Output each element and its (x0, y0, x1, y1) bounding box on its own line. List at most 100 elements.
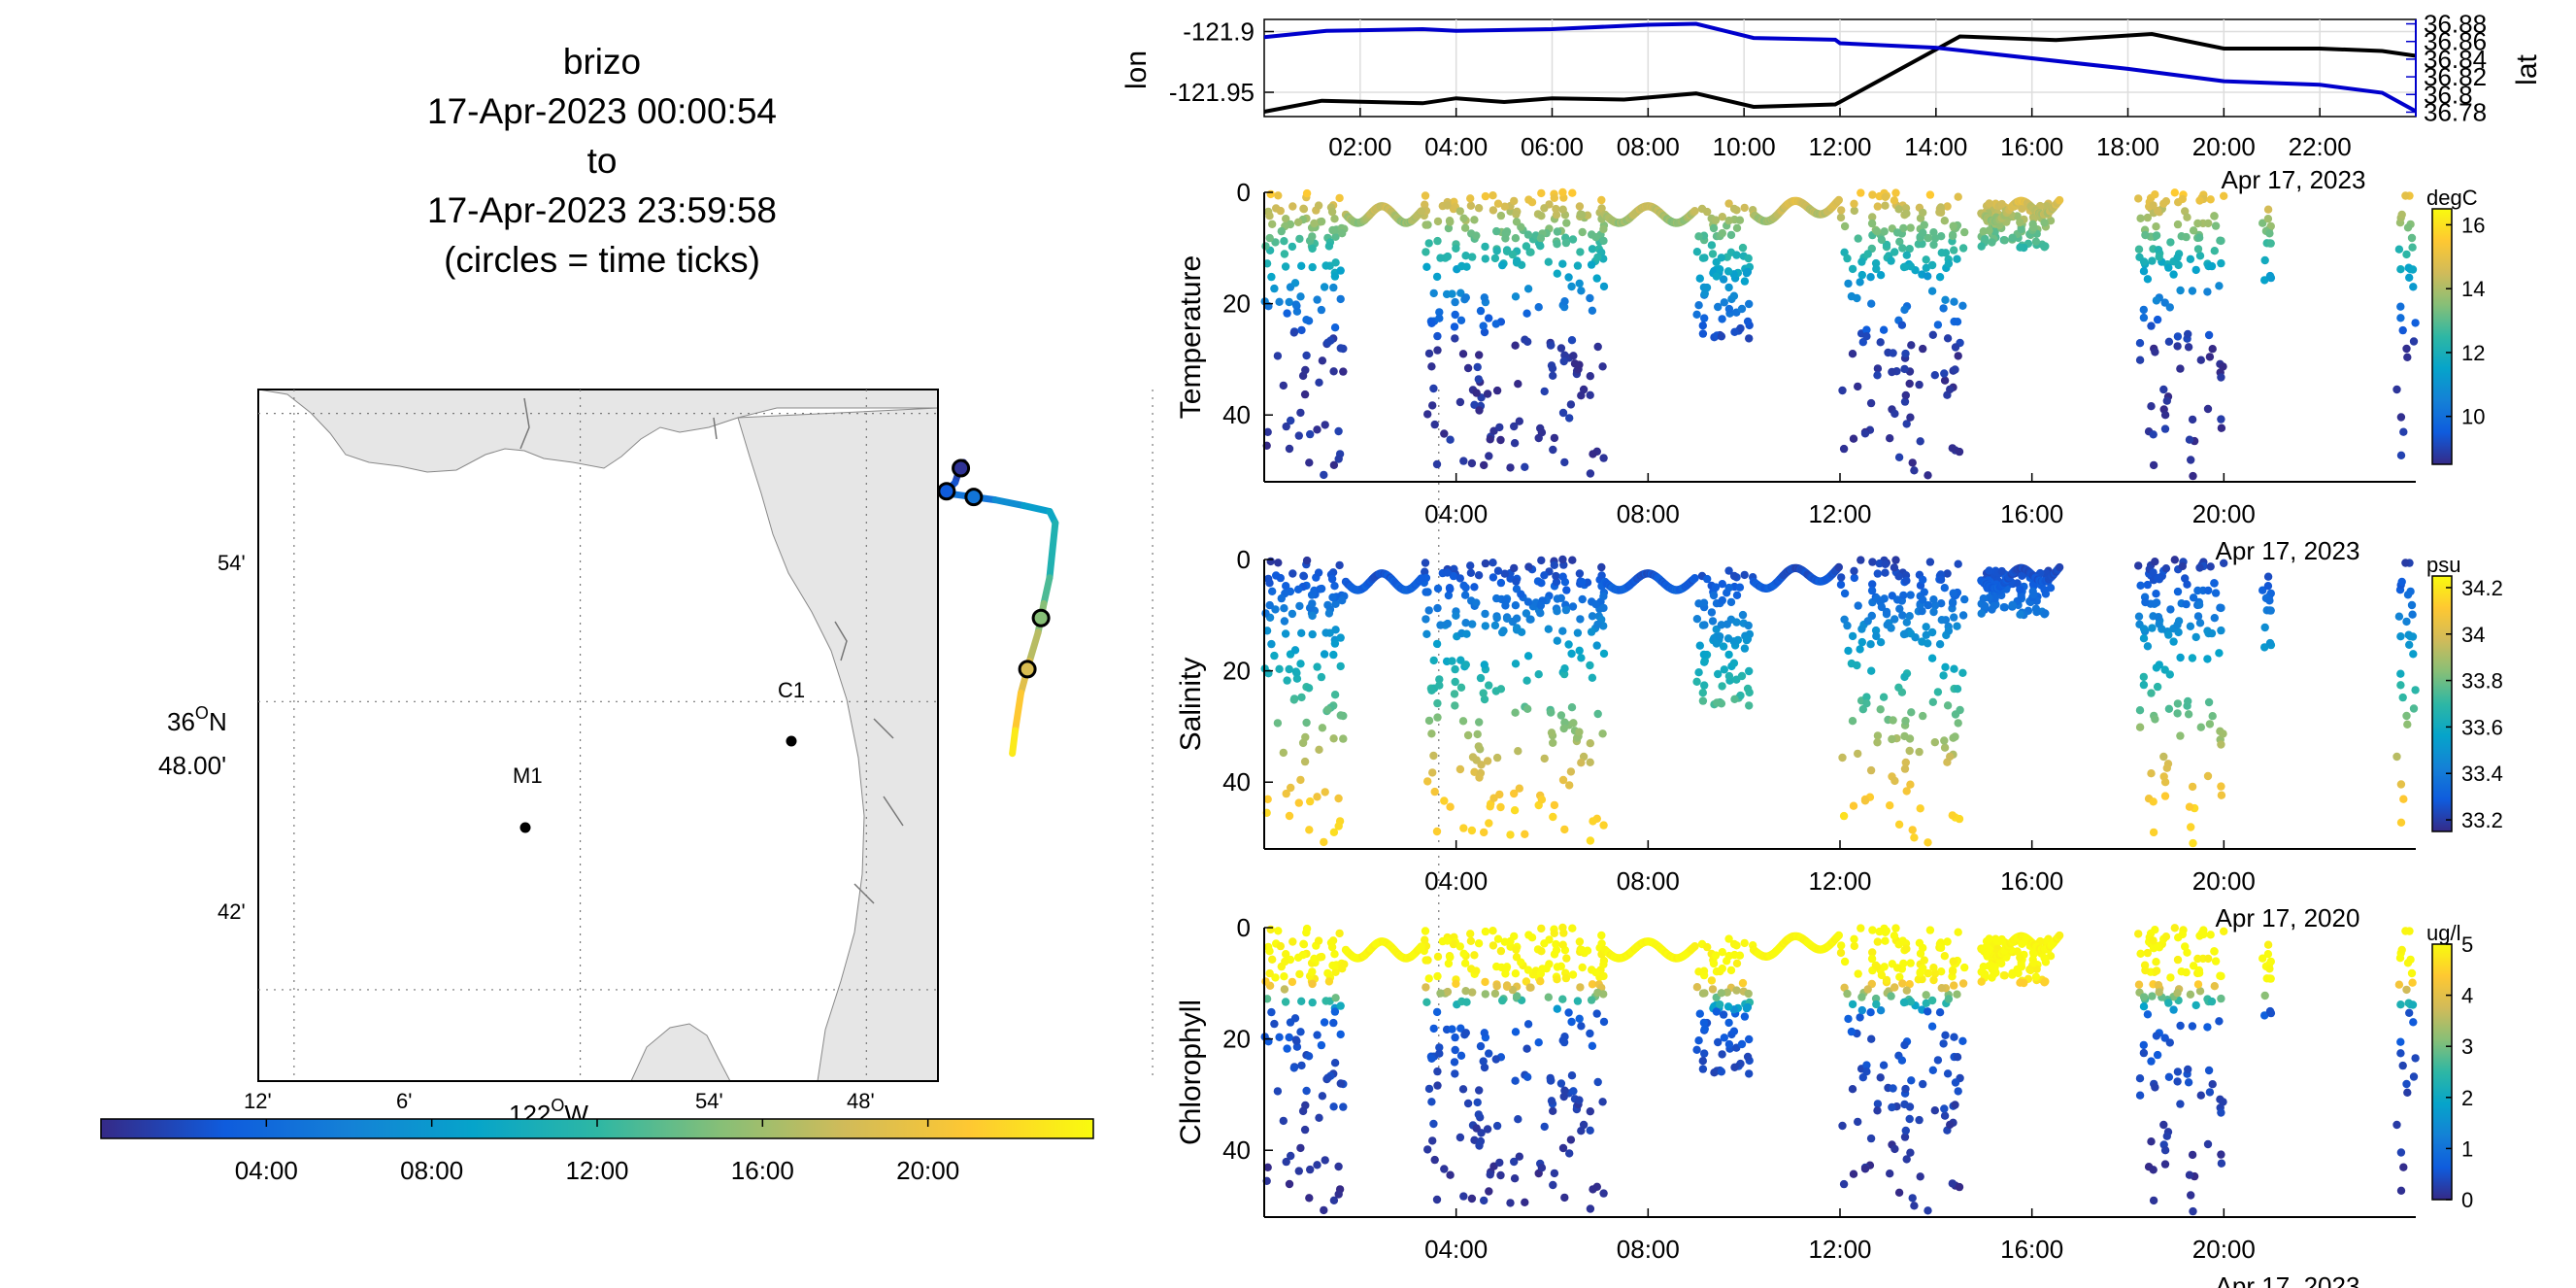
temperature-point (2408, 243, 2417, 252)
temperature-point (1500, 202, 1510, 211)
temperature-point (1558, 259, 1567, 268)
chlorophyll-point (1423, 1145, 1432, 1154)
temperature-point (1313, 425, 1321, 434)
lonlat-xtick-label: 08:00 (1617, 132, 1680, 161)
station-m1-marker (519, 822, 531, 833)
temperature-point (1288, 242, 1297, 252)
salinity-point (1422, 615, 1430, 624)
salinity-point (1985, 566, 1993, 575)
temperature-point (1723, 267, 1733, 276)
salinity-point (1424, 716, 1434, 726)
chlorophyll-point (1954, 928, 1962, 936)
chlorophyll-point (1867, 1034, 1876, 1043)
salinity-point (2188, 654, 2197, 662)
chlorophyll-point (1493, 934, 1503, 943)
lonlat-xtick-label: 16:00 (2000, 132, 2063, 161)
map-frame (257, 389, 939, 1082)
salinity-point (1940, 584, 1950, 593)
temperature-point (1266, 189, 1275, 199)
temperature-point (2210, 212, 2219, 220)
temperature-point (1339, 367, 1348, 376)
chlorophyll-point (2000, 971, 2009, 980)
temperature-point (2403, 223, 2413, 232)
temperature-point (1474, 204, 1484, 213)
temperature-point (1514, 380, 1522, 389)
salinity-point (1276, 573, 1286, 583)
salinity-point (1302, 718, 1311, 728)
temperature-point (1427, 362, 1436, 371)
chlorophyll-point (1474, 1110, 1484, 1119)
salinity-point (2148, 624, 2157, 632)
chlorophyll-point (1550, 929, 1559, 937)
salinity-point (1266, 557, 1275, 566)
chlorophyll-point (1475, 1086, 1484, 1095)
lonlat-xtick-label: 18:00 (2096, 132, 2159, 161)
chlorophyll-point (2165, 1038, 2174, 1047)
chlorophyll-point (1979, 963, 1989, 971)
salinity-point (2160, 792, 2170, 800)
chlorophyll-point (1510, 932, 1519, 941)
salinity-point (1951, 710, 1960, 719)
salinity-point (1304, 684, 1314, 693)
chlorophyll-point (1534, 1038, 1543, 1047)
salinity-point (1462, 629, 1471, 638)
chlorophyll-point (1461, 987, 1470, 996)
temperature-point (2187, 456, 2195, 464)
salinity-point (1443, 568, 1452, 577)
chlorophyll-point (1901, 1126, 1911, 1135)
salinity-point (1421, 559, 1430, 567)
temperature-point (1908, 458, 1917, 467)
salinity-point (1511, 660, 1521, 668)
salinity-point (1433, 713, 1442, 722)
chlorophyll-point (2206, 931, 2215, 939)
temperature-point (1951, 343, 1960, 352)
chlorophyll-point (2403, 1088, 2412, 1098)
chlorophyll-point (1591, 968, 1600, 977)
chlorophyll-point (2164, 999, 2173, 1007)
temperature-point (1724, 304, 1734, 314)
temperature-point (1930, 371, 1940, 380)
chlorophyll-point (1862, 1061, 1871, 1069)
chlorophyll-point (1472, 966, 1481, 975)
chlorophyll-point (1297, 1061, 1306, 1070)
chlorophyll-point (1556, 1079, 1566, 1088)
lat-ytick-label: 36.84 (2424, 45, 2487, 74)
temperature-point (1501, 234, 1510, 243)
temperature-point (1919, 208, 1927, 218)
lon-tick-48: 48' (847, 1089, 875, 1113)
temperature-point (1840, 221, 1850, 231)
salinity-point (1336, 711, 1346, 720)
chlorophyll-point (1273, 1087, 1283, 1096)
temperature-point (1297, 325, 1306, 335)
salinity-point (1318, 724, 1327, 732)
temperature-point (2188, 415, 2197, 424)
temperature-point (1873, 371, 1882, 380)
chlorophyll-xtick-label: 20:00 (2192, 1235, 2256, 1264)
temperature-point (1902, 420, 1911, 428)
temperature-point (1460, 223, 1470, 232)
salinity-point (1711, 583, 1721, 592)
chlorophyll-point (2193, 954, 2202, 964)
chlorophyll-point (2398, 1061, 2407, 1070)
salinity-point (1490, 621, 1500, 630)
temperature-point (1597, 195, 1606, 205)
platform-name: brizo (562, 42, 642, 82)
temperature-point (1953, 318, 1962, 326)
salinity-point (1282, 582, 1290, 591)
temperature-point (1888, 367, 1896, 377)
lonlat-xtick-label: 12:00 (1808, 132, 1871, 161)
chlorophyll-point (2169, 1005, 2178, 1014)
salinity-point (1321, 628, 1330, 637)
salinity-ytick-label: 0 (1237, 545, 1251, 574)
temperature-point (1744, 254, 1753, 263)
temperature-point (1857, 188, 1865, 197)
temperature-point (1268, 220, 1277, 228)
temperature-point (1599, 454, 1608, 462)
chlorophyll-point (1526, 983, 1535, 992)
chlorophyll-point (1848, 1085, 1857, 1094)
lat-tick-48: 48.00' (158, 751, 226, 780)
salinity-point (1729, 571, 1739, 581)
salinity-point (1880, 594, 1889, 603)
temperature-point (1558, 205, 1567, 214)
chlorophyll-point (2220, 927, 2228, 935)
